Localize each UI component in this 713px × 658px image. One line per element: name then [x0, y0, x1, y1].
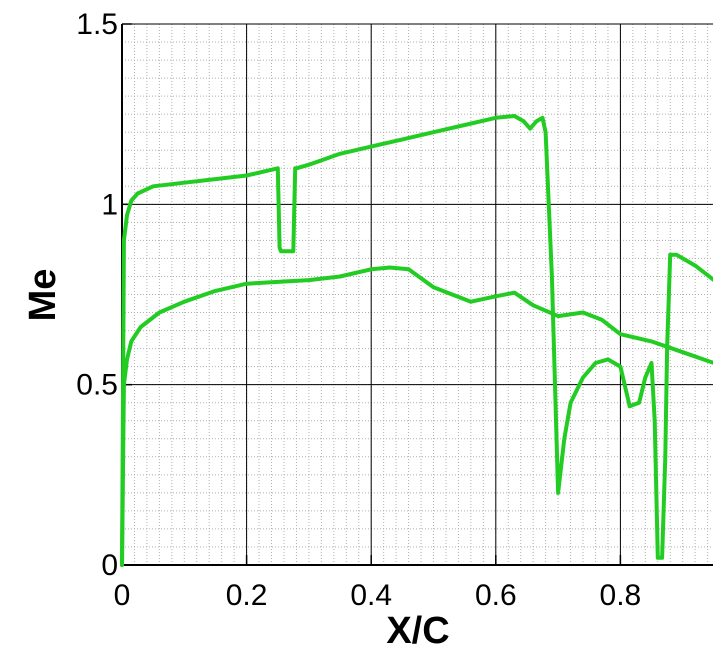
- x-tick-label: 0.6: [475, 579, 517, 612]
- grid: [121, 23, 713, 566]
- x-tick-label: 0.4: [350, 579, 392, 612]
- x-axis-label: X/C: [386, 610, 449, 652]
- x-tick-label: 0.2: [226, 579, 268, 612]
- series-line-1: [120, 114, 713, 567]
- y-tick-label: 0: [101, 549, 118, 582]
- y-tick-label: 1.5: [76, 8, 118, 41]
- x-tick-label: 0: [114, 579, 131, 612]
- series-line-2: [120, 265, 713, 567]
- y-tick-label: 1: [101, 188, 118, 221]
- x-tick-label: 0.8: [600, 579, 642, 612]
- series-group: [120, 114, 713, 567]
- tick-labels: 00.20.40.60.8100.511.5: [76, 8, 642, 612]
- y-tick-label: 0.5: [76, 369, 118, 402]
- y-axis-label: Me: [22, 269, 64, 322]
